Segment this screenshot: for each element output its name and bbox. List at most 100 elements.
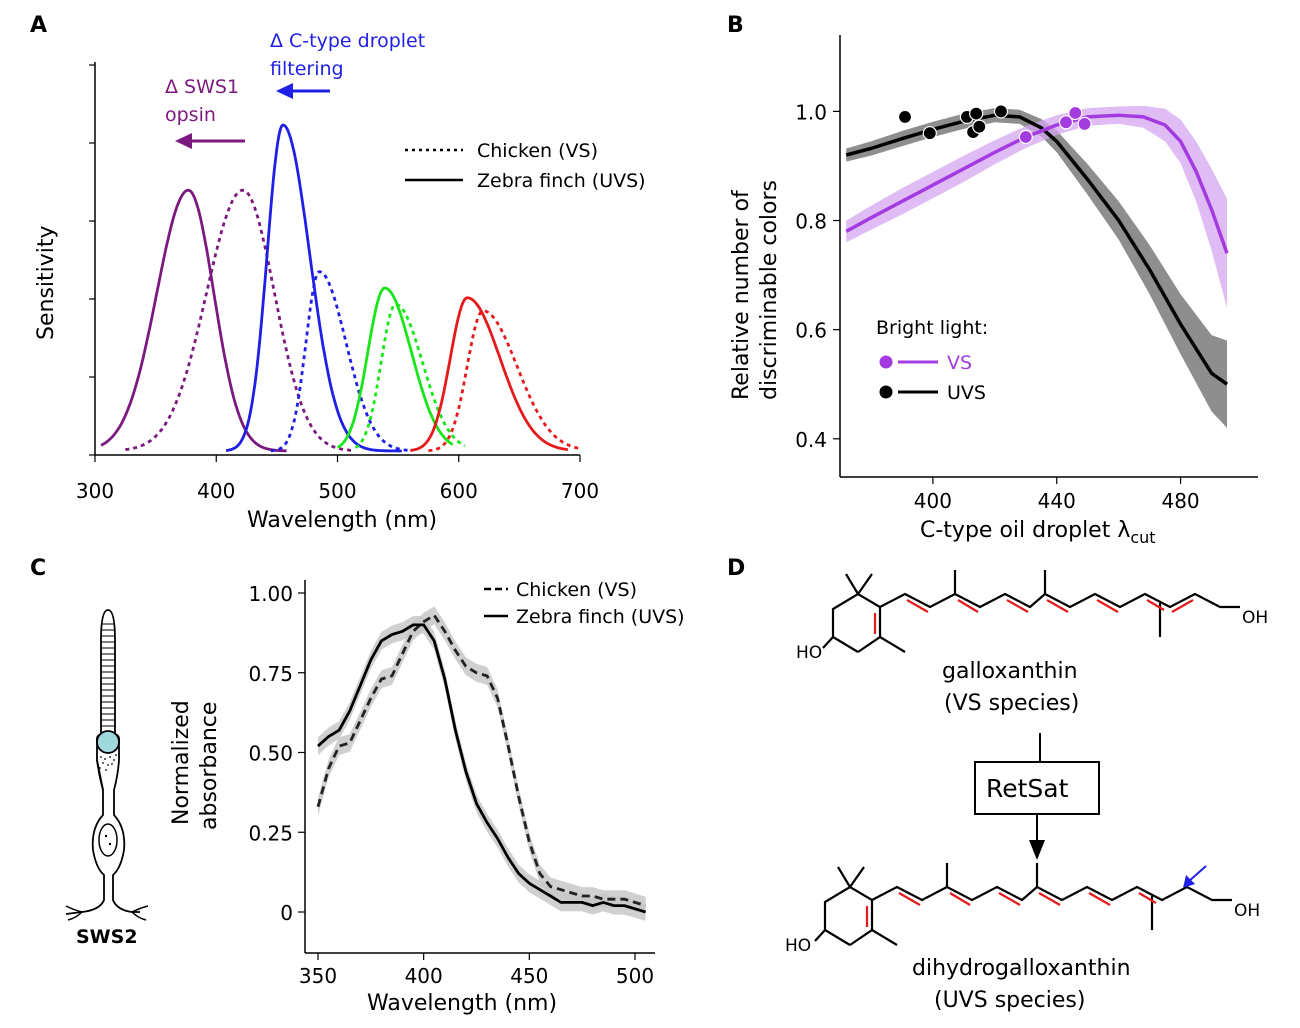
annotation-ctype-line1: Δ C-type droplet [270,30,425,52]
panel-b-ylabel-line1: Relative number of [729,189,754,400]
legend-uvs-marker [879,385,893,399]
panel-c-ticks: 350 400 450 500 0 0.25 0.50 0.75 1.00 [248,582,654,988]
panel-letter-b: B [727,13,744,38]
panel-c-ytick-label-0: 0 [280,901,293,925]
panel-c-xtick-label-500: 500 [616,964,654,988]
point-uvs-0 [897,109,913,125]
panel-b-ticks: 400 440 480 0.4 0.6 0.8 1.0 [795,100,1199,513]
legend-uvs-label: UVS [947,382,986,404]
point-vs-0 [1018,129,1033,145]
legend-label-zebra-finch: Zebra finch (UVS) [477,170,646,192]
panel-c-ylabel-line2: absorbance [197,702,222,830]
galloxanthin-structure [822,570,1240,653]
dihydrogalloxanthin-species: (UVS species) [934,988,1085,1013]
band-uvs [846,108,1227,428]
cell-label-sws2: SWS2 [76,926,138,948]
saturated-bond-arrow [1183,865,1207,888]
series-line-uvs-sws1 [100,188,287,453]
panel-b: B 400 440 480 0.4 0.6 0.8 1.0 Relative number … [727,13,1258,547]
panel-c: C SWS2 [30,556,685,1016]
oil-droplet [96,730,120,754]
legend-vs-label: VS [947,352,972,374]
series-line-vs-sws2 [270,270,411,453]
panel-a: A 300 400 500 600 700 Wavelength (nm) Sensit… [30,13,646,533]
reaction-arrowhead [1029,840,1045,860]
panel-b-ytick-label-0.8: 0.8 [795,210,827,234]
annotation-sws1-line2: opsin [165,104,216,126]
panel-c-legend-chicken: Chicken (VS) [516,579,637,601]
panel-d: D HO OH galloxanthin [727,556,1268,1013]
panel-c-legend: Chicken (VS) Zebra finch (UVS) [484,579,685,628]
panel-b-ylabel-line2: discriminable colors [757,180,782,400]
panel-a-xtick-label-500: 500 [318,479,356,503]
panel-b-ytick-label-1.0: 1.0 [795,100,827,124]
panel-a-axes: 300 400 500 600 700 [76,62,599,503]
panel-c-ytick-label-0.50: 0.50 [248,742,293,766]
dihydrogalloxanthin-ho: HO [785,936,811,956]
panel-a-plot [100,123,581,453]
dihydrogalloxanthin-name: dihydrogalloxanthin [912,956,1131,981]
panel-a-legend: Chicken (VS) Zebra finch (UVS) [405,140,646,192]
point-uvs-6 [993,104,1009,119]
panel-b-plot [845,104,1229,428]
nucleus [98,823,118,857]
panel-c-legend-zebra-finch: Zebra finch (UVS) [516,606,685,628]
panel-b-xlabel-main: C-type oil droplet λ [920,518,1130,543]
panel-c-xtick-label-450: 450 [510,964,548,988]
point-uvs-4 [969,106,984,121]
point-vs-2 [1068,105,1083,121]
line-chicken-vs- [316,613,647,907]
panel-c-xtick-label-350: 350 [299,964,337,988]
panel-a-xtick-label-300: 300 [76,479,114,503]
band-zebra-finch-uvs- [318,616,646,921]
point-uvs-5 [972,119,987,134]
panel-letter-a: A [30,13,47,38]
panel-b-xtick-label-440: 440 [1038,489,1076,513]
galloxanthin-oh: OH [1242,608,1268,628]
panel-c-ylabel-line1: Normalized [169,700,194,825]
panel-letter-d: D [727,556,745,581]
galloxanthin-species: (VS species) [944,691,1079,716]
panel-a-xlabel: Wavelength (nm) [247,508,437,533]
panel-a-xtick-label-400: 400 [197,479,235,503]
panel-b-xtick-label-480: 480 [1161,489,1199,513]
panel-c-ytick-label-0.25: 0.25 [248,821,293,845]
panel-a-xtick-label-700: 700 [561,479,599,503]
legend-vs-marker [879,355,893,369]
line-uvs [845,113,1229,386]
annotation-ctype-line2: filtering [270,58,344,80]
arrow-ctype-shift [276,83,330,99]
series-line-uvs-mws [336,286,454,449]
panel-b-xtick-label-400: 400 [914,489,952,513]
panel-b-ytick-label-0.6: 0.6 [795,319,827,343]
panel-a-ylabel: Sensitivity [34,225,59,340]
panel-b-xlabel: C-type oil droplet λcut [920,518,1156,547]
point-vs-3 [1077,116,1092,132]
enzyme-label: RetSat [986,774,1069,803]
band-chicken-vs- [318,606,646,915]
panel-c-plot [316,606,647,921]
galloxanthin-name: galloxanthin [942,659,1078,684]
point-uvs-1 [922,126,937,141]
legend-label-chicken: Chicken (VS) [477,140,598,162]
arrow-sws1-shift [175,133,245,149]
panel-b-xlabel-sub: cut [1130,528,1155,547]
panel-b-legend: Bright light: VS UVS [876,317,988,404]
annotation-sws1-line1: Δ SWS1 [165,76,239,98]
galloxanthin-ho: HO [796,643,822,663]
dihydrogalloxanthin-structure [814,863,1232,946]
series-line-uvs-lws [410,296,569,452]
panel-c-xtick-label-400: 400 [405,964,443,988]
series-line-vs-mws [354,302,466,449]
panel-b-ytick-label-0.4: 0.4 [795,428,827,452]
panel-c-xlabel: Wavelength (nm) [367,991,557,1016]
panel-a-xtick-label-600: 600 [440,479,478,503]
line-zebra-finch-uvs- [317,623,647,914]
panel-c-ytick-label-1.00: 1.00 [248,582,293,606]
point-vs-1 [1058,115,1074,130]
dihydrogalloxanthin-oh: OH [1234,901,1260,921]
sws2-cone-cell-drawing [65,609,149,921]
panel-c-ytick-label-0.75: 0.75 [248,662,293,686]
panel-b-legend-title: Bright light: [876,317,988,339]
